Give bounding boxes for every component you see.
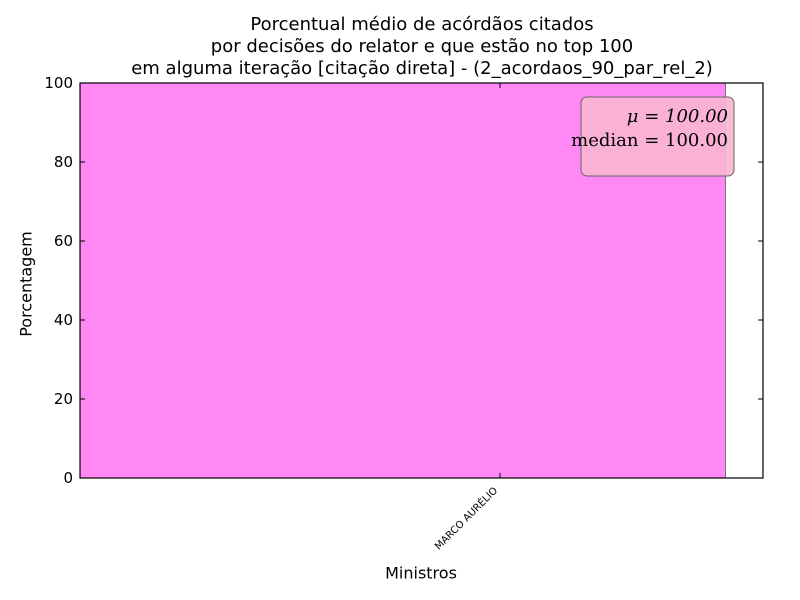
plot-frame	[79, 82, 764, 479]
y-tick-label-2: 40	[54, 311, 73, 329]
y-tick-label-4: 80	[54, 153, 73, 171]
y-axis-label: Porcentagem	[16, 231, 36, 337]
x-axis-label: Ministros	[385, 563, 457, 583]
y-tick-label-5: 100	[44, 74, 73, 92]
stats-mean-text: μ = 100.00	[627, 106, 728, 127]
chart-title-line-2: por decisões do relator e que estão no t…	[210, 36, 634, 57]
y-tick-label-0: 0	[63, 469, 73, 487]
stats-box	[580, 96, 735, 177]
y-tick-label-1: 20	[54, 390, 73, 408]
stats-median-text: median = 100.00	[571, 130, 728, 151]
chart-title-line-3: em alguma iteração [citação direta] - (2…	[131, 58, 713, 79]
y-tick-label-3: 60	[54, 232, 73, 250]
chart-title-line-1: Porcentual médio de acórdãos citados	[250, 14, 594, 35]
x-category-label-0: MARCO AURÉLIO	[432, 484, 501, 553]
